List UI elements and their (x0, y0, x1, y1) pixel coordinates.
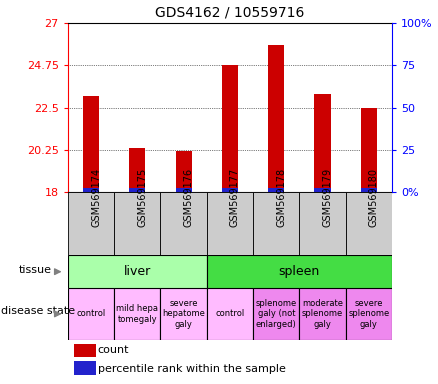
Text: severe
splenome
galy: severe splenome galy (348, 299, 389, 329)
Text: liver: liver (124, 265, 151, 278)
Bar (268, 188, 284, 192)
Bar (68, 288, 114, 340)
Bar (361, 188, 377, 192)
Bar (253, 288, 300, 340)
Title: GDS4162 / 10559716: GDS4162 / 10559716 (155, 5, 305, 19)
Bar (346, 192, 392, 255)
Bar (253, 192, 300, 255)
Text: GSM569178: GSM569178 (276, 167, 286, 227)
Bar (346, 288, 392, 340)
Text: splenome
galy (not
enlarged): splenome galy (not enlarged) (256, 299, 297, 329)
Text: GSM569180: GSM569180 (369, 167, 379, 227)
Text: control: control (215, 310, 244, 318)
Bar (129, 188, 145, 192)
Text: GSM569174: GSM569174 (91, 167, 101, 227)
Text: percentile rank within the sample: percentile rank within the sample (98, 364, 286, 374)
Bar (268, 45, 284, 192)
Text: GSM569175: GSM569175 (138, 167, 147, 227)
Bar (222, 188, 238, 192)
Bar (176, 151, 192, 192)
Text: spleen: spleen (279, 265, 320, 278)
Bar (207, 288, 253, 340)
Bar (222, 65, 238, 192)
Bar (129, 148, 145, 192)
Bar (361, 108, 377, 192)
Bar (68, 255, 207, 288)
Bar (74, 361, 96, 375)
Text: GSM569179: GSM569179 (322, 167, 332, 227)
Text: disease state: disease state (1, 306, 75, 316)
Bar (74, 344, 96, 358)
Bar (68, 192, 114, 255)
Text: mild hepa
tomegaly: mild hepa tomegaly (117, 304, 159, 324)
Bar (114, 192, 160, 255)
Text: control: control (76, 310, 106, 318)
Bar (114, 288, 160, 340)
Text: GSM569176: GSM569176 (184, 167, 194, 227)
Bar (314, 188, 331, 192)
Bar (83, 188, 99, 192)
Bar (300, 192, 346, 255)
Bar (160, 288, 207, 340)
Bar (300, 288, 346, 340)
Text: moderate
splenome
galy: moderate splenome galy (302, 299, 343, 329)
Bar (176, 188, 192, 192)
Bar (83, 96, 99, 192)
Bar (207, 192, 253, 255)
Text: severe
hepatome
galy: severe hepatome galy (162, 299, 205, 329)
Text: tissue: tissue (19, 265, 52, 275)
Text: count: count (98, 345, 129, 356)
Bar (314, 94, 331, 192)
Bar (160, 192, 207, 255)
Bar (207, 255, 392, 288)
Text: GSM569177: GSM569177 (230, 167, 240, 227)
